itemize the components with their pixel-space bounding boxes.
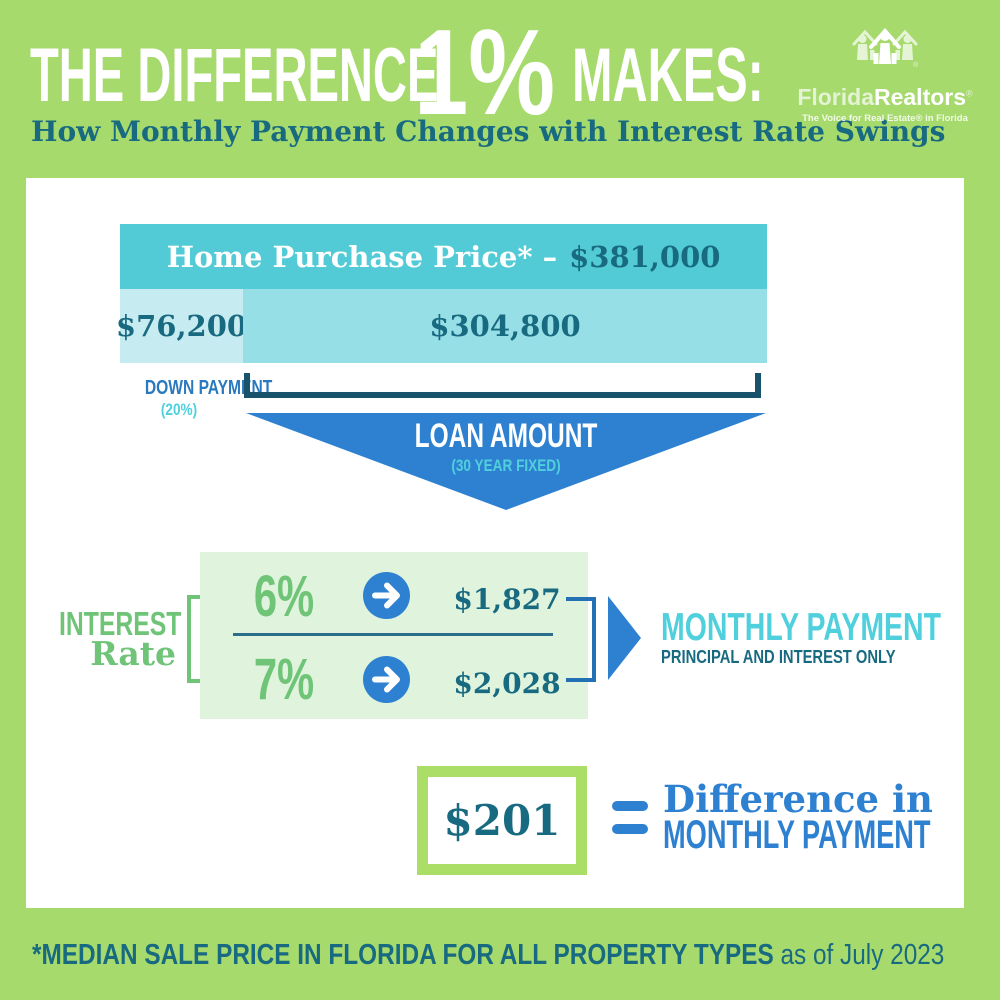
footnote: *MEDIAN SALE PRICE IN FLORIDA FOR ALL PR… <box>32 941 944 970</box>
rate-divider <box>233 633 553 636</box>
page-subtitle: How Monthly Payment Changes with Interes… <box>31 115 946 148</box>
loan-amount-label: LOAN AMOUNT <box>414 417 598 455</box>
logo-tagline: The Voice for Real Estate® in Florida <box>802 113 968 125</box>
down-payment-value: $76,200 <box>115 309 248 343</box>
equals-icon <box>612 801 648 834</box>
florida-realtors-logo: ® FloridaRealtors® The Voice for Real Es… <box>795 24 975 124</box>
interest-rate-label-line1: INTEREST <box>59 605 182 642</box>
loan-amount-value: $304,800 <box>429 309 581 343</box>
down-payment-percent: (20%) <box>160 400 198 419</box>
difference-amount-box: $201 <box>417 766 587 875</box>
footnote-date: as of July 2023 <box>773 939 945 971</box>
rate-6-label: 6% <box>253 564 315 629</box>
logo-florida: Florida <box>797 84 874 110</box>
footnote-main: *MEDIAN SALE PRICE IN FLORIDA FOR ALL PR… <box>32 939 774 971</box>
rate-7-label: 7% <box>253 647 315 712</box>
page-title-percent: 1% <box>414 4 556 140</box>
loan-bracket-icon <box>244 373 761 398</box>
circle-arrow-right-icon <box>363 572 410 624</box>
loan-arrow-down-icon <box>246 413 766 510</box>
logo-realtors: Realtors <box>873 84 967 110</box>
payment-6-value: $1,827 <box>453 583 561 616</box>
page-title-suffix: MAKES: <box>572 33 764 118</box>
result-bracket-icon <box>566 597 596 682</box>
houses-icon: ® <box>852 27 919 69</box>
page-title-prefix: THE DIFFERENCE <box>30 33 439 118</box>
loan-amount-cell: $304,800 <box>243 289 767 363</box>
difference-value: $201 <box>443 796 561 845</box>
circle-arrow-right-icon <box>363 656 410 708</box>
registered-mark: ® <box>966 88 973 99</box>
purchase-price-value: $381,000 <box>569 239 721 274</box>
purchase-price-header-bar: Home Purchase Price* – $381,000 <box>120 224 767 289</box>
triangle-right-icon <box>608 596 641 680</box>
svg-text:®: ® <box>913 61 918 69</box>
monthly-payment-title: MONTHLY PAYMENT <box>661 606 942 649</box>
difference-caption-line1: Difference in <box>663 777 933 821</box>
interest-rate-label-line2: Rate <box>90 634 176 673</box>
down-payment-label: DOWN PAYMENT <box>144 377 273 399</box>
interest-bracket-icon <box>187 595 211 683</box>
down-payment-cell: $76,200 <box>116 289 247 363</box>
purchase-price-label: Home Purchase Price* – <box>166 239 558 274</box>
difference-caption-line2: MONTHLY PAYMENT <box>663 813 931 857</box>
loan-term-label: (30 YEAR FIXED) <box>451 456 561 475</box>
monthly-payment-subtitle: PRINCIPAL AND INTEREST ONLY <box>661 647 896 667</box>
payment-7-value: $2,028 <box>453 667 561 700</box>
logo-wordmark: FloridaRealtors® <box>795 84 975 110</box>
